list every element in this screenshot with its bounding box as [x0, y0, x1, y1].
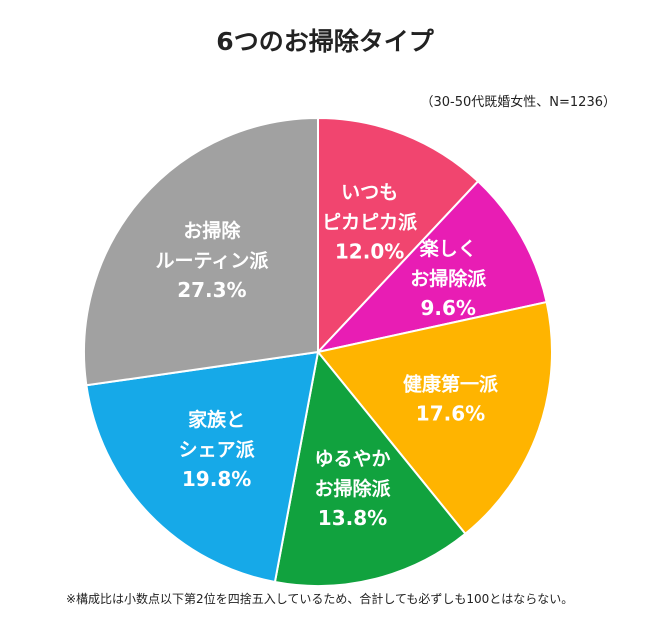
chart-title: 6つのお掃除タイプ — [216, 27, 434, 56]
slice-category-1-0: 楽しく — [420, 237, 477, 260]
slice-value-4: 19.8% — [182, 467, 251, 491]
slice-label-4: 家族とシェア派 19.8% — [179, 408, 256, 491]
slice-category-0-1: ピカピカ派 — [322, 211, 418, 233]
slice-category-3-0: ゆるやか — [314, 448, 390, 470]
slice-value-5: 27.3% — [177, 278, 246, 302]
pie-slice-4 — [85, 350, 320, 584]
chart-subtitle: （30-50代既婚女性、N=1236） — [420, 95, 616, 110]
slice-category-4-0: 家族と — [188, 408, 245, 431]
slice-value-2: 17.6% — [416, 402, 485, 426]
pie-slice-0 — [317, 116, 480, 355]
slice-label-0: いつもピカピカ派 12.0% — [322, 181, 418, 263]
slice-category-5-0: お掃除 — [183, 219, 241, 242]
pie-slice-1 — [315, 179, 548, 354]
slice-category-2-0: 健康第一派 — [403, 373, 499, 396]
slice-category-5-1: ルーティン派 — [155, 250, 269, 272]
slice-value-3: 13.8% — [318, 506, 387, 530]
slice-label-3: ゆるやかお掃除派 13.8% — [314, 448, 391, 530]
slice-value-1: 9.6% — [420, 296, 475, 320]
slice-category-1-1: お掃除派 — [410, 267, 487, 290]
slice-label-1: 楽しくお掃除派 9.6% — [410, 237, 487, 320]
pie-slice-2 — [316, 300, 553, 536]
slice-value-0: 12.0% — [335, 239, 404, 263]
slice-category-3-1: お掃除派 — [314, 477, 391, 500]
pie-slice-5 — [83, 116, 319, 387]
slice-label-5: お掃除ルーティン派 27.3% — [155, 219, 269, 302]
pie-slice-3 — [273, 349, 467, 587]
slice-category-4-1: シェア派 — [179, 439, 256, 461]
footnote: ※構成比は小数点以下第2位を四捨五入しているため、合計しても必ずしも100とはな… — [66, 592, 574, 606]
slice-label-2: 健康第一派 17.6% — [403, 373, 499, 426]
slice-category-0-0: いつも — [341, 181, 398, 203]
